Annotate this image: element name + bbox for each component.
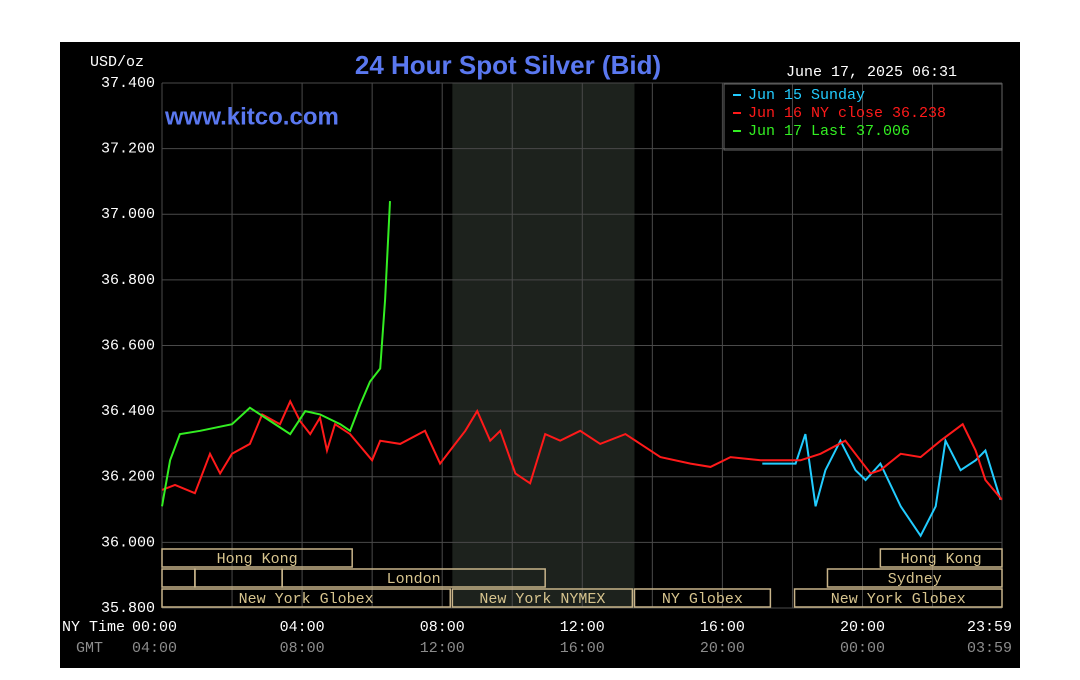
- y-axis-label: USD/oz: [90, 54, 144, 71]
- session-label: New York NYMEX: [479, 591, 605, 608]
- session-label: Hong Kong: [901, 551, 982, 568]
- legend-box: [723, 83, 1003, 151]
- x-tick-label: 00:00: [132, 619, 177, 636]
- session-label: New York Globex: [831, 591, 966, 608]
- session-box: [281, 568, 546, 588]
- legend-label: Jun 17 Last 37.006: [748, 123, 910, 140]
- y-tick-label: 35.800: [101, 600, 155, 617]
- y-tick-label: 36.000: [101, 534, 155, 551]
- legend-label: Jun 15 Sunday: [748, 87, 865, 104]
- y-tick-label: 36.400: [101, 403, 155, 420]
- series-line: [161, 201, 391, 507]
- x-tick-label: 20:00: [840, 619, 885, 636]
- session-box: [793, 588, 1003, 608]
- x2-tick-label: 03:59: [967, 640, 1012, 657]
- x-tick-label: 12:00: [560, 619, 605, 636]
- x2-tick-label: 20:00: [700, 640, 745, 657]
- x-tick-label: 08:00: [420, 619, 465, 636]
- session-label: London: [387, 571, 441, 588]
- x-tick-label: 23:59: [967, 619, 1012, 636]
- x-tick-label: 04:00: [280, 619, 325, 636]
- y-tick-label: 37.400: [101, 75, 155, 92]
- legend-label: Jun 16 NY close 36.238: [748, 105, 946, 122]
- session-box: [451, 588, 634, 608]
- watermark: www.kitco.com: [164, 103, 339, 130]
- chart-title: 24 Hour Spot Silver (Bid): [355, 50, 661, 80]
- session-label: Hong Kong: [217, 551, 298, 568]
- timestamp: June 17, 2025 06:31: [786, 64, 957, 81]
- y-tick-label: 37.000: [101, 206, 155, 223]
- session-box: [161, 588, 452, 608]
- x2-tick-label: 08:00: [280, 640, 325, 657]
- x2-tick-label: 12:00: [420, 640, 465, 657]
- session-box: [161, 548, 353, 568]
- y-tick-label: 37.200: [101, 141, 155, 158]
- x-axis-label: NY Time: [62, 619, 125, 636]
- y-tick-label: 36.200: [101, 469, 155, 486]
- session-label: NY Globex: [662, 591, 743, 608]
- session-box: [633, 588, 772, 608]
- x2-axis-label: GMT: [76, 640, 103, 657]
- session-label: Sydney: [888, 571, 942, 588]
- session-label: New York Globex: [239, 591, 374, 608]
- x2-tick-label: 00:00: [840, 640, 885, 657]
- session-box: [879, 548, 1003, 568]
- x2-tick-label: 04:00: [132, 640, 177, 657]
- y-tick-label: 36.800: [101, 272, 155, 289]
- y-tick-label: 36.600: [101, 337, 155, 354]
- series-line: [762, 433, 1002, 538]
- series-line: [161, 398, 1003, 501]
- x-tick-label: 16:00: [700, 619, 745, 636]
- x2-tick-label: 16:00: [560, 640, 605, 657]
- session-box: [826, 568, 1003, 588]
